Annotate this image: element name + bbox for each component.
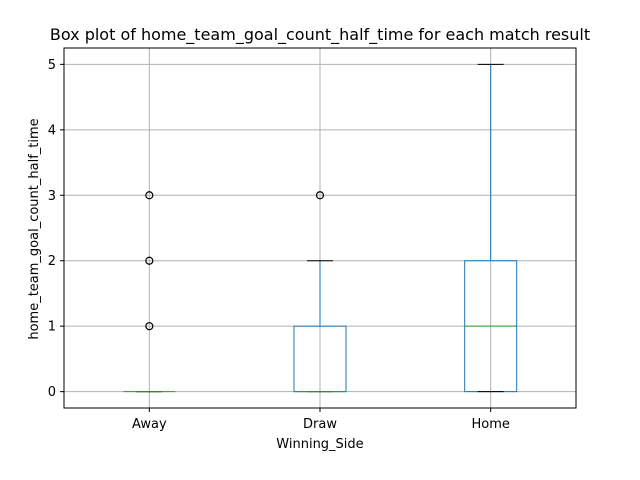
chart-title: Box plot of home_team_goal_count_half_ti…: [50, 25, 590, 45]
box-away: [123, 191, 176, 393]
y-tick-label: 0: [48, 385, 56, 400]
axis-ticks: 0 1 2 3 4 5 Away Draw Home: [48, 58, 510, 432]
outlier-point: [145, 191, 154, 200]
grid-lines: [64, 48, 576, 408]
box-draw: [293, 191, 347, 393]
y-axis-label: home_team_goal_count_half_time: [27, 118, 42, 339]
y-tick-label: 2: [48, 254, 56, 269]
x-axis-label: Winning_Side: [276, 437, 363, 452]
outlier-point: [145, 322, 154, 331]
y-tick-label: 1: [48, 320, 56, 335]
x-tick-label: Away: [132, 417, 167, 432]
outlier-point: [145, 256, 154, 265]
x-tick-label: Draw: [303, 417, 337, 432]
box-home: [464, 63, 518, 393]
x-tick-label: Home: [471, 417, 509, 432]
y-tick-label: 4: [48, 123, 56, 138]
y-tick-label: 3: [48, 189, 56, 204]
box-series: [123, 63, 518, 393]
outlier-point: [315, 191, 325, 200]
y-tick-label: 5: [48, 58, 56, 73]
